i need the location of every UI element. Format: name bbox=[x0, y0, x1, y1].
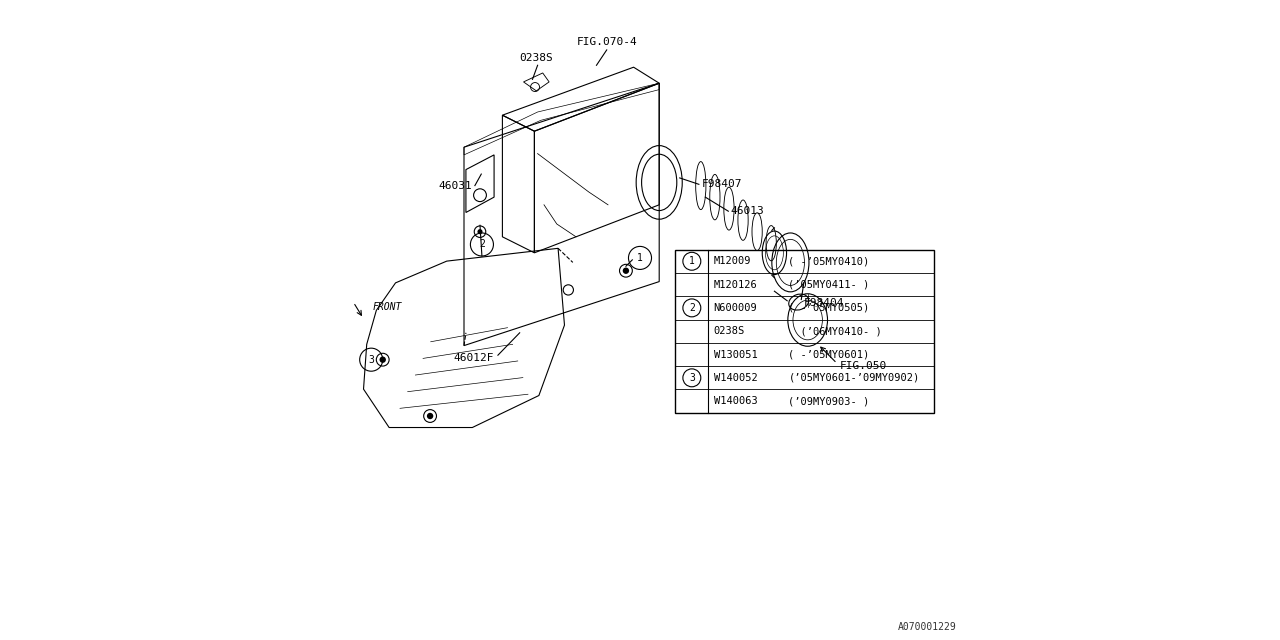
Text: 0238S: 0238S bbox=[714, 326, 745, 336]
Text: 1: 1 bbox=[689, 256, 695, 266]
Text: 1: 1 bbox=[637, 253, 643, 263]
Text: F98407: F98407 bbox=[701, 179, 742, 189]
Text: 46012F: 46012F bbox=[453, 353, 494, 364]
Text: 2: 2 bbox=[479, 239, 485, 250]
Text: FRONT: FRONT bbox=[372, 302, 402, 312]
Text: M12009: M12009 bbox=[714, 256, 751, 266]
Text: ( -’05MY0410): ( -’05MY0410) bbox=[788, 256, 869, 266]
Circle shape bbox=[428, 413, 433, 419]
Text: 0238S: 0238S bbox=[520, 52, 553, 63]
Text: W140063: W140063 bbox=[714, 396, 758, 406]
Text: (’05MY0411- ): (’05MY0411- ) bbox=[788, 280, 869, 289]
Text: (’05MY0601-’09MY0902): (’05MY0601-’09MY0902) bbox=[788, 373, 920, 383]
Text: ( -’05MY0601): ( -’05MY0601) bbox=[788, 349, 869, 360]
Text: 46013: 46013 bbox=[731, 206, 764, 216]
Text: N600009: N600009 bbox=[714, 303, 758, 313]
Text: 3: 3 bbox=[689, 373, 695, 383]
Circle shape bbox=[380, 356, 387, 363]
Text: FIG.070-4: FIG.070-4 bbox=[576, 37, 637, 47]
Text: ( -’05MY0505): ( -’05MY0505) bbox=[788, 303, 869, 313]
Text: W140052: W140052 bbox=[714, 373, 758, 383]
Text: F98404: F98404 bbox=[804, 298, 845, 308]
Text: W130051: W130051 bbox=[714, 349, 758, 360]
Text: A070001229: A070001229 bbox=[899, 622, 957, 632]
Text: (’06MY0410- ): (’06MY0410- ) bbox=[788, 326, 882, 336]
Text: 2: 2 bbox=[689, 303, 695, 313]
Text: FIG.050: FIG.050 bbox=[840, 361, 887, 371]
Text: 46031: 46031 bbox=[439, 180, 472, 191]
Circle shape bbox=[622, 268, 630, 274]
Text: 3: 3 bbox=[369, 355, 374, 365]
Text: M120126: M120126 bbox=[714, 280, 758, 289]
Text: (’09MY0903- ): (’09MY0903- ) bbox=[788, 396, 869, 406]
Circle shape bbox=[477, 229, 483, 234]
